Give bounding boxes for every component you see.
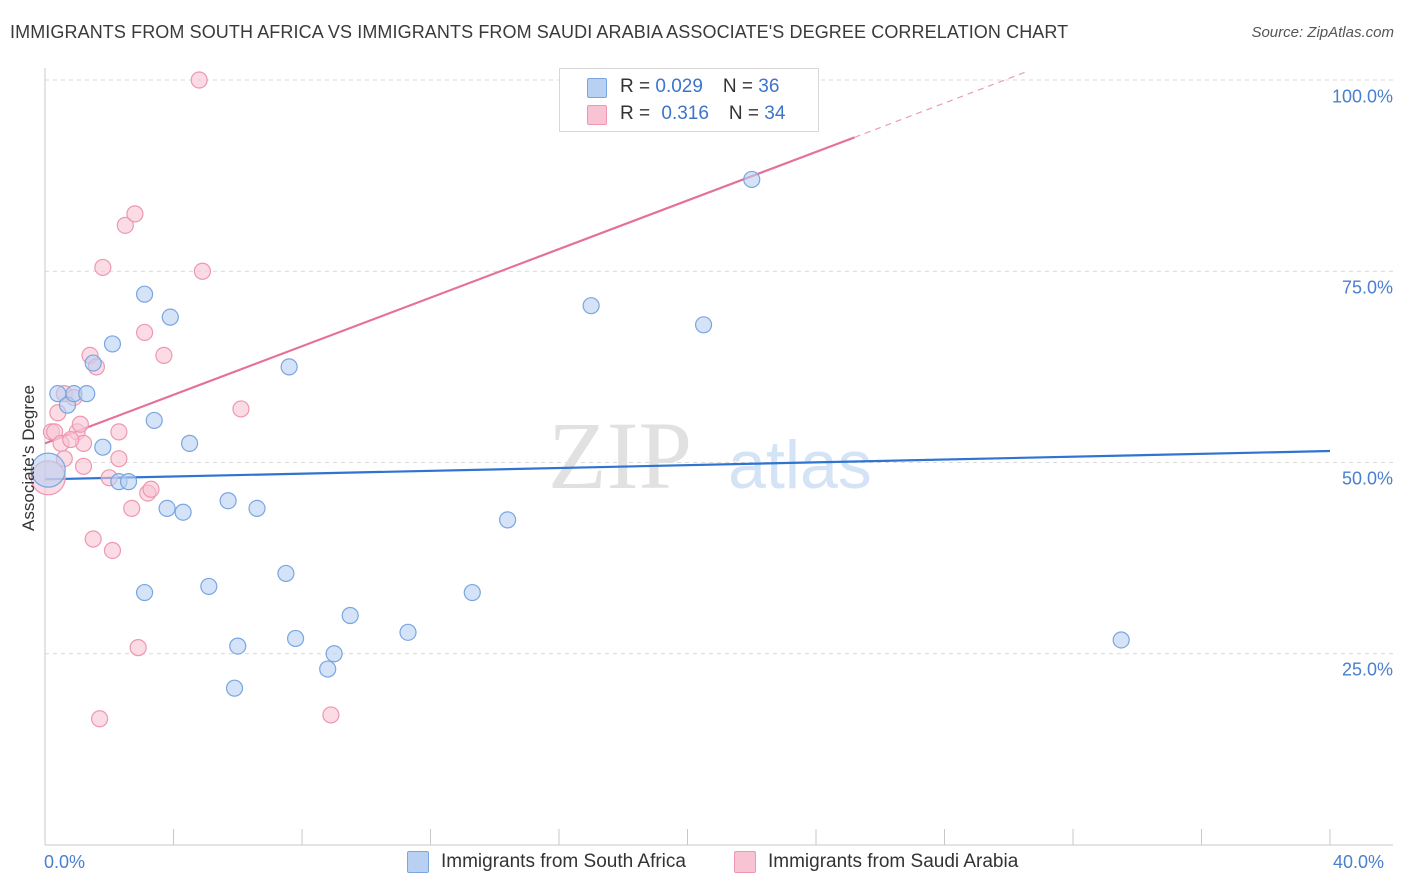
point-south-africa xyxy=(694,316,713,334)
point-saudi-arabia xyxy=(129,639,147,657)
point-saudi-arabia xyxy=(123,499,141,517)
point-south-africa xyxy=(463,583,481,602)
series-legend-south-africa[interactable]: Immigrants from South Africa xyxy=(407,851,686,873)
point-saudi-arabia xyxy=(71,415,89,433)
source-label: Source: ZipAtlas.com xyxy=(1251,24,1394,41)
series-swatch-blue xyxy=(407,851,429,873)
point-saudi-arabia xyxy=(142,480,160,498)
series-name: Immigrants from South Africa xyxy=(441,851,686,872)
point-saudi-arabia xyxy=(116,216,134,234)
series-legend: Immigrants from South Africa Immigrants … xyxy=(0,851,1406,877)
point-south-africa xyxy=(582,297,600,315)
point-saudi-arabia xyxy=(91,710,109,728)
trendline-saudi-arabia xyxy=(44,136,855,445)
point-south-africa xyxy=(158,499,176,517)
legend-r-value: 0.029 xyxy=(655,76,703,97)
point-south-africa xyxy=(200,577,218,596)
point-south-africa xyxy=(219,492,237,510)
point-saudi-arabia xyxy=(103,541,122,560)
point-saudi-arabia xyxy=(190,71,208,89)
chart-title: IMMIGRANTS FROM SOUTH AFRICA VS IMMIGRAN… xyxy=(10,22,1069,42)
watermark-atlas: atlas xyxy=(728,427,872,503)
point-saudi-arabia xyxy=(84,530,102,548)
trendline-saudi-arabia-extension xyxy=(854,71,1026,138)
y-tick-label-50: 50.0% xyxy=(1341,468,1393,489)
point-south-africa xyxy=(135,285,154,303)
data-points xyxy=(30,71,1130,728)
legend-r-label: R = xyxy=(620,103,656,124)
point-south-africa xyxy=(325,645,343,663)
legend-r-value: 0.316 xyxy=(661,103,709,124)
point-saudi-arabia xyxy=(155,346,173,364)
point-south-africa xyxy=(103,335,122,353)
point-saudi-arabia xyxy=(110,423,128,441)
y-tick-label-100: 100.0% xyxy=(1331,86,1393,107)
series-swatch-pink xyxy=(734,851,756,873)
point-saudi-arabia xyxy=(110,450,128,468)
point-south-africa xyxy=(399,623,417,641)
trendlines xyxy=(44,71,1331,481)
x-tick-label-max: 40.0% xyxy=(1333,852,1385,872)
point-south-africa xyxy=(499,511,517,529)
point-south-africa xyxy=(319,660,337,678)
point-south-africa xyxy=(84,354,102,372)
legend-swatch-blue xyxy=(587,78,607,98)
point-saudi-arabia xyxy=(62,430,80,449)
point-south-africa xyxy=(1112,631,1130,649)
point-south-africa xyxy=(119,473,138,491)
axes xyxy=(44,68,1393,846)
point-south-africa xyxy=(78,385,96,403)
y-tick-label-25: 25.0% xyxy=(1341,659,1393,680)
legend-n-value: 34 xyxy=(764,103,786,124)
gridlines xyxy=(45,79,1393,655)
point-saudi-arabia xyxy=(193,262,212,280)
point-south-africa xyxy=(229,637,247,655)
point-south-africa xyxy=(135,583,154,602)
series-name: Immigrants from Saudi Arabia xyxy=(768,851,1019,872)
y-axis-label: Associate's Degree xyxy=(19,385,38,531)
legend-n-value: 36 xyxy=(758,76,780,97)
point-south-africa xyxy=(161,308,179,326)
trendline-south-africa xyxy=(44,449,1331,481)
point-saudi-arabia xyxy=(135,323,154,342)
legend-n-label: N = xyxy=(728,103,765,124)
point-south-africa xyxy=(341,606,359,625)
point-saudi-arabia xyxy=(126,205,144,223)
point-south-africa xyxy=(180,434,199,452)
point-south-africa xyxy=(248,499,266,517)
point-south-africa xyxy=(145,411,163,430)
correlation-legend: R = 0.029 N = 36 R = 0.316 N = 34 xyxy=(559,68,819,132)
legend-swatch-pink xyxy=(587,105,607,125)
point-south-africa xyxy=(225,679,244,697)
point-south-africa xyxy=(286,629,305,648)
point-south-africa xyxy=(280,358,298,376)
legend-n-label: N = xyxy=(722,76,759,97)
legend-r-label: R = xyxy=(620,76,656,97)
watermark: ZIP atlas xyxy=(548,402,872,509)
point-south-africa xyxy=(743,170,761,189)
point-south-africa xyxy=(277,564,295,583)
point-south-africa xyxy=(94,438,112,456)
point-saudi-arabia xyxy=(232,400,250,418)
point-south-africa xyxy=(174,503,192,521)
series-legend-saudi-arabia[interactable]: Immigrants from Saudi Arabia xyxy=(734,851,1018,873)
y-tick-label-75: 75.0% xyxy=(1341,277,1393,298)
point-saudi-arabia xyxy=(74,457,93,475)
point-saudi-arabia xyxy=(94,258,112,277)
point-south-africa xyxy=(30,452,66,488)
point-saudi-arabia xyxy=(322,706,340,724)
watermark-zip: ZIP xyxy=(548,402,692,509)
x-tick-label-min: 0.0% xyxy=(44,852,86,872)
